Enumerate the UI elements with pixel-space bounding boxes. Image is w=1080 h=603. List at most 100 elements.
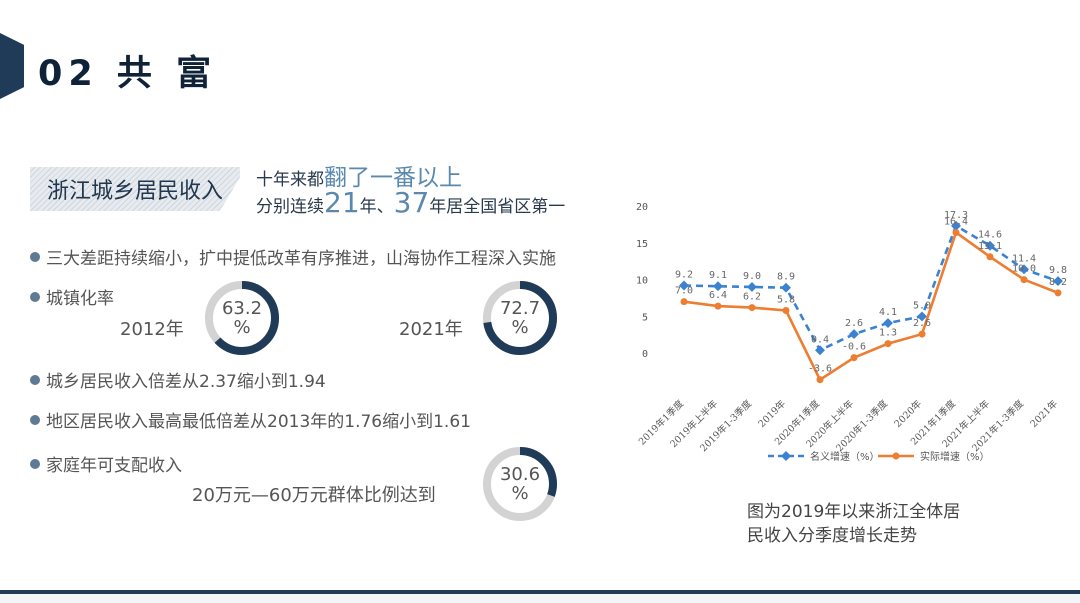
data-label: 4.1: [879, 307, 897, 318]
headline-suffix: 年居全国省区第一: [429, 197, 566, 217]
donut-2021: [483, 281, 557, 355]
header-accent-mark: [0, 33, 24, 99]
data-label: 16.4: [944, 216, 968, 227]
bullet-urban-rural-ratio: 城乡居民收入倍差从2.37缩小到1.94: [30, 367, 326, 392]
data-label: 5.0: [913, 300, 931, 311]
bullet-text: 城乡居民收入倍差从2.37缩小到1.94: [46, 372, 326, 392]
bullet-regional-ratio: 地区居民收入最高最低倍差从2013年的1.76缩小到1.61: [30, 407, 471, 432]
donut-2021-label: 72.7 %: [481, 299, 559, 337]
headline-number-37: 37: [393, 186, 430, 219]
data-label: 2.6: [845, 318, 863, 329]
data-point-nominal: [747, 282, 757, 292]
y-tick-label: 5: [642, 312, 648, 323]
donut-2012-label: 63.2 %: [203, 299, 281, 337]
y-tick-label: 15: [636, 239, 648, 250]
donut-unit: %: [511, 483, 529, 504]
data-point-nominal: [1019, 264, 1029, 275]
data-label: 10.0: [1012, 264, 1036, 275]
legend-label: 实际增速（%）: [920, 450, 990, 463]
data-label: 8.9: [777, 272, 795, 283]
donut-value: 72.7: [499, 298, 541, 319]
legend-marker: [892, 452, 900, 460]
series-line-nominal: [683, 223, 1059, 352]
series-line-real: [683, 230, 1059, 382]
data-label: -0.6: [842, 342, 866, 353]
data-point-nominal: [917, 311, 927, 322]
data-label: 5.8: [777, 295, 795, 306]
data-label: 9.8: [1049, 265, 1067, 276]
data-point-nominal: [951, 220, 961, 231]
bullet-text: 城镇化率: [46, 289, 114, 309]
bullet-urbanization: 城镇化率: [30, 284, 114, 309]
data-point-nominal: [849, 329, 859, 340]
headline-highlight: 翻了一番以上: [324, 165, 462, 191]
x-tick-label: 2020年: [892, 397, 925, 430]
data-label: 11.4: [1012, 253, 1036, 264]
y-tick-label: 0: [642, 349, 648, 360]
data-label: 6.4: [709, 290, 727, 301]
footer-rule: [0, 590, 1080, 594]
page-title: 02 共 富: [38, 54, 218, 94]
data-point-real: [884, 340, 892, 348]
data-label: 9.2: [675, 269, 693, 280]
data-label: 8.2: [1049, 277, 1067, 288]
headline-prefix: 十年来都: [256, 170, 324, 190]
bullet-text: 三大差距持续缩小，扩中提低改革有序推进，山海协作工程深入实施: [46, 249, 556, 269]
data-point-real: [748, 304, 756, 312]
bullet-gaps: 三大差距持续缩小，扩中提低改革有序推进，山海协作工程深入实施: [30, 244, 556, 269]
bullet-text: 地区居民收入最高最低倍差从2013年的1.76缩小到1.61: [46, 412, 471, 432]
data-point-nominal: [781, 282, 791, 293]
data-label: 17.3: [944, 210, 968, 221]
x-tick-label: 2019年: [756, 397, 789, 430]
headline-number-21: 21: [324, 186, 360, 219]
data-point-real: [1020, 276, 1028, 284]
x-tick-label: 2021年: [1028, 397, 1061, 430]
data-point-nominal: [1053, 276, 1063, 287]
bullet-dot: [30, 375, 40, 385]
chart-caption-line-1: 图为2019年以来浙江全体居: [747, 502, 961, 522]
data-point-real: [782, 307, 790, 315]
data-label: 9.1: [709, 270, 727, 281]
bullet-dot: [30, 292, 40, 302]
bullet-dot: [30, 252, 40, 262]
data-point-real: [986, 253, 994, 261]
data-point-nominal: [815, 345, 825, 356]
y-tick-label: 20: [636, 202, 648, 213]
donut-unit: %: [511, 317, 529, 338]
data-label: 14.6: [978, 230, 1002, 241]
donut-income-group-label: 30.6 %: [481, 465, 559, 503]
donut-income-group: [483, 447, 557, 521]
data-point-real: [1054, 289, 1062, 297]
headline-line-2: 分别连续21年、37年居全国省区第一: [256, 186, 565, 219]
data-point-real: [680, 298, 688, 306]
data-point-real: [816, 376, 824, 384]
year-2012-label: 2012年: [120, 319, 184, 340]
data-point-nominal: [883, 318, 893, 328]
data-point-real: [714, 302, 722, 310]
bullet-dot: [30, 459, 40, 469]
income-group-label: 20万元—60万元群体比例达到: [192, 485, 436, 506]
data-point-nominal: [985, 240, 995, 251]
footer-band: [0, 594, 1080, 603]
data-label: 2.6: [913, 318, 931, 329]
bullet-text: 家庭年可支配收入: [46, 456, 182, 476]
donut-fill: [205, 281, 279, 355]
donut-2012: [205, 281, 279, 355]
bullet-household-income: 家庭年可支配收入: [30, 451, 182, 476]
legend-label: 名义增速（%）: [810, 450, 880, 463]
donut-fill: [483, 281, 557, 355]
headline-prefix-2: 分别连续: [256, 197, 324, 217]
data-point-real: [918, 330, 926, 338]
data-label: 1.3: [879, 328, 897, 339]
legend-marker: [781, 451, 791, 461]
donut-value: 30.6: [499, 464, 541, 485]
data-label: 9.0: [743, 271, 761, 282]
chart-caption-line-2: 民收入分季度增长走势: [747, 526, 917, 546]
headline-line-1: 十年来都翻了一番以上: [256, 158, 462, 192]
data-label: 13.1: [978, 241, 1002, 252]
section-tag: 浙江城乡居民收入: [30, 167, 240, 211]
data-point-nominal: [679, 280, 689, 291]
data-label: 6.2: [743, 292, 761, 303]
year-2021-label: 2021年: [399, 319, 463, 340]
